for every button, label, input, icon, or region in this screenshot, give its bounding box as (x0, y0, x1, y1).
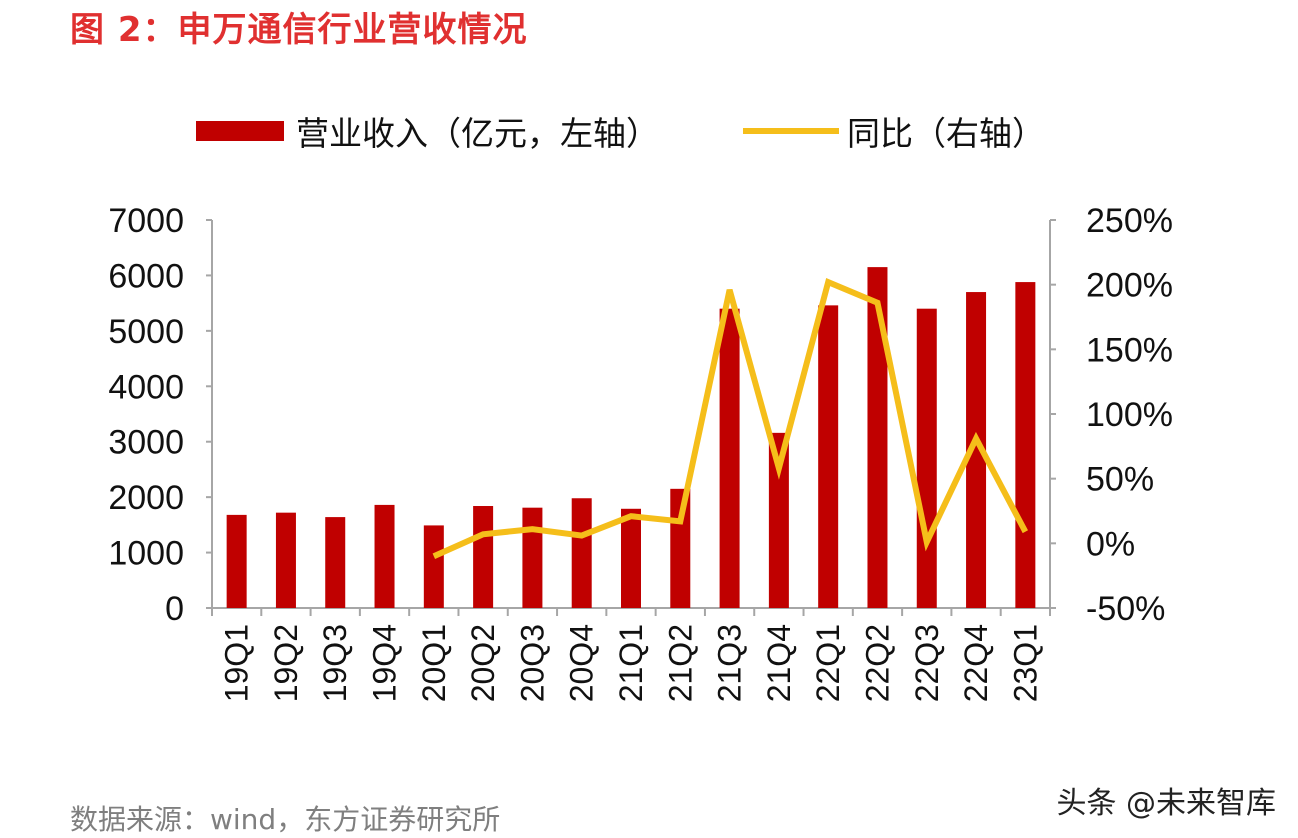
revenue-bar (473, 506, 494, 608)
right-tick-label: 200% (1086, 267, 1173, 305)
revenue-bar (374, 504, 395, 608)
right-tick-label: 150% (1086, 331, 1173, 369)
left-tick-label: 5000 (108, 313, 184, 351)
revenue-bar (768, 432, 789, 608)
chart-title: 图 2：申万通信行业营收情况 (70, 10, 528, 50)
category-label: 19Q1 (219, 624, 255, 702)
left-tick-label: 2000 (108, 479, 184, 517)
category-label: 19Q3 (317, 624, 353, 702)
category-label: 22Q2 (859, 624, 895, 702)
left-tick-label: 3000 (108, 424, 184, 462)
right-tick-label: 100% (1086, 396, 1173, 434)
left-tick-label: 7000 (108, 202, 184, 240)
watermark: 头条 @未来智库 (1056, 786, 1276, 821)
revenue-bar (571, 498, 592, 608)
legend-bar-label: 营业收入（亿元，左轴） (296, 114, 659, 153)
left-tick-label: 4000 (108, 368, 184, 406)
revenue-bar (670, 488, 691, 608)
left-tick-label: 1000 (108, 535, 184, 573)
category-label: 22Q3 (909, 624, 945, 702)
legend-bar-swatch (196, 121, 284, 141)
revenue-bar (966, 292, 987, 608)
category-label: 19Q4 (367, 624, 403, 702)
bars (226, 267, 1036, 608)
revenue-bar (621, 508, 641, 608)
revenue-bar (719, 308, 740, 608)
right-tick-label: 50% (1086, 461, 1154, 499)
revenue-bar (867, 267, 888, 608)
category-label: 20Q3 (514, 624, 550, 702)
revenue-bar (1015, 282, 1036, 608)
category-label: 23Q1 (1007, 624, 1043, 702)
revenue-bar (325, 517, 346, 608)
category-label: 20Q4 (564, 624, 600, 702)
revenue-bar (275, 512, 296, 608)
yoy-line (432, 277, 1029, 560)
revenue-bar (423, 525, 444, 608)
category-label: 21Q1 (613, 624, 649, 702)
right-tick-label: 250% (1086, 202, 1173, 240)
revenue-bar (916, 308, 937, 608)
legend: 营业收入（亿元，左轴） 同比（右轴） (196, 108, 1045, 154)
left-tick-label: 6000 (108, 257, 184, 295)
category-label: 21Q2 (662, 624, 698, 702)
left-tick-label: 0 (165, 590, 184, 628)
category-label: 20Q2 (465, 624, 501, 702)
tick-labels: 0 1000 2000 3000 4000 5000 6000 7000 -50% 0% 50% 10… (108, 202, 1173, 702)
category-label: 20Q1 (416, 624, 452, 702)
legend-line-swatch (743, 128, 839, 134)
revenue-bar (522, 507, 543, 608)
legend-line-label: 同比（右轴） (847, 114, 1045, 153)
right-tick-label: 0% (1086, 525, 1135, 563)
source-note: 数据来源：wind，东方证券研究所 (70, 803, 501, 836)
revenue-bar (226, 514, 247, 608)
category-label: 22Q4 (958, 624, 994, 702)
category-label: 19Q2 (268, 624, 304, 702)
category-label: 21Q4 (761, 624, 797, 702)
category-label: 22Q1 (810, 624, 846, 702)
category-label: 21Q3 (712, 624, 748, 702)
revenue-bar (818, 305, 839, 608)
right-tick-label: -50% (1086, 590, 1165, 628)
